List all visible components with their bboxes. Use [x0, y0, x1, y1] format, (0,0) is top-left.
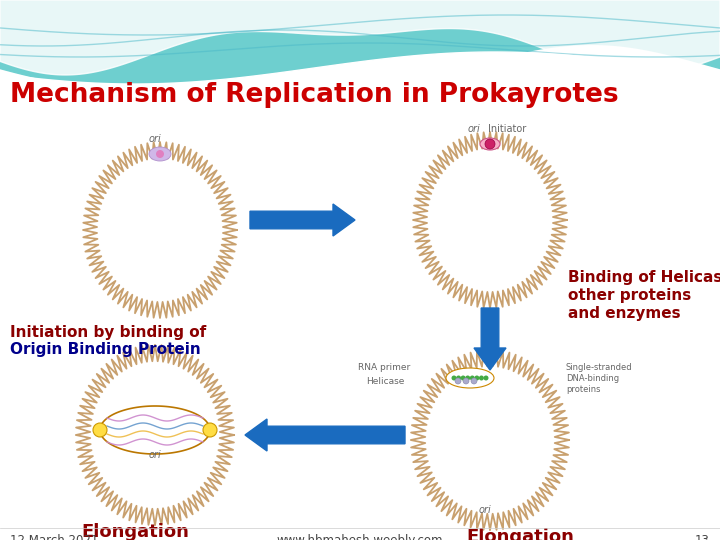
Polygon shape	[250, 204, 355, 236]
Ellipse shape	[480, 138, 500, 150]
Ellipse shape	[427, 147, 553, 293]
Circle shape	[455, 378, 461, 384]
Text: RNA primer: RNA primer	[358, 363, 410, 373]
Text: Single-stranded: Single-stranded	[566, 363, 633, 372]
Text: Binding of Helicase,: Binding of Helicase,	[568, 270, 720, 285]
Circle shape	[93, 423, 107, 437]
Polygon shape	[245, 419, 405, 451]
Circle shape	[463, 378, 469, 384]
Circle shape	[461, 375, 466, 381]
Text: Elongation: Elongation	[81, 523, 189, 540]
Ellipse shape	[97, 157, 223, 303]
Text: Elongation: Elongation	[466, 528, 574, 540]
Circle shape	[469, 375, 474, 381]
Text: 12 March 2021: 12 March 2021	[10, 534, 99, 540]
Circle shape	[156, 150, 164, 158]
Ellipse shape	[90, 360, 220, 510]
Circle shape	[484, 375, 488, 381]
Circle shape	[474, 375, 480, 381]
Circle shape	[451, 375, 456, 381]
Text: Initiator: Initiator	[488, 124, 526, 134]
Circle shape	[203, 423, 217, 437]
Text: proteins: proteins	[566, 385, 600, 394]
Text: Mechanism of Replication in Prokayrotes: Mechanism of Replication in Prokayrotes	[10, 82, 618, 108]
Text: www.hbmahesh.weebly.com: www.hbmahesh.weebly.com	[276, 534, 444, 540]
Circle shape	[471, 378, 477, 384]
Text: and enzymes: and enzymes	[568, 306, 680, 321]
Text: ori: ori	[467, 124, 480, 134]
Text: ori: ori	[479, 505, 491, 515]
Circle shape	[465, 375, 470, 381]
Text: Initiation by binding of: Initiation by binding of	[10, 325, 206, 340]
Ellipse shape	[100, 406, 210, 454]
Polygon shape	[474, 308, 506, 370]
Text: ori: ori	[148, 450, 161, 460]
Ellipse shape	[425, 365, 555, 515]
Circle shape	[456, 375, 461, 381]
Text: 13: 13	[695, 534, 710, 540]
Text: ori: ori	[148, 134, 161, 144]
Ellipse shape	[446, 368, 494, 388]
Circle shape	[479, 375, 484, 381]
Text: other proteins: other proteins	[568, 288, 691, 303]
Text: Helicase: Helicase	[366, 377, 405, 387]
Text: Origin Binding Protein: Origin Binding Protein	[10, 342, 201, 357]
Ellipse shape	[149, 147, 171, 161]
Circle shape	[485, 139, 495, 149]
Text: DNA-binding: DNA-binding	[566, 374, 619, 383]
